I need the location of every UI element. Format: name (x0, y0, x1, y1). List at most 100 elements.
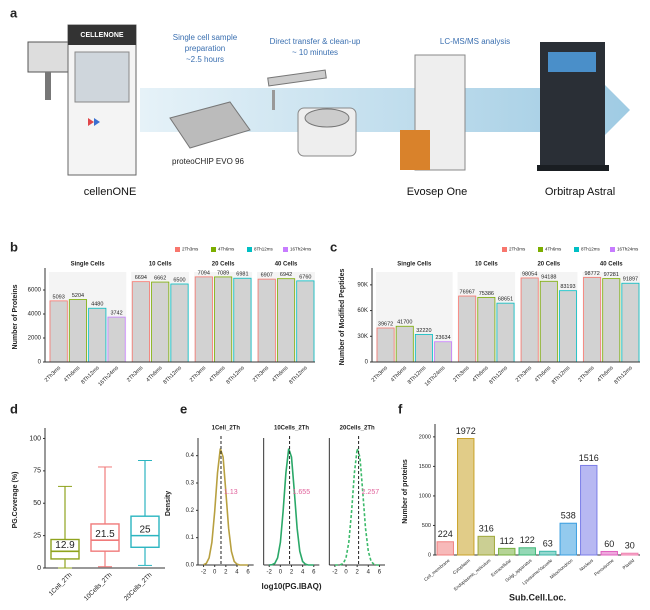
value-label: 5204 (72, 293, 84, 299)
value-label: 32220 (416, 328, 431, 334)
facet-title: 10 Cells (475, 262, 498, 268)
facet-title: Single Cells (397, 262, 432, 268)
x-tick-label: 2 (224, 570, 228, 576)
panel-title: 10Cells_2Th (274, 426, 309, 432)
panel-title: 1Cell_2Th (212, 426, 241, 432)
legend-label: 2Th3ms (182, 247, 199, 252)
x-tick-label: 1Cell_2Th (48, 571, 74, 597)
x-tick-label: 0 (279, 570, 283, 576)
x-tick-label: Cytoplasm (452, 558, 472, 576)
step-text: Single cell sample (173, 33, 238, 42)
value-label: 6907 (261, 273, 273, 279)
centrifuge-lid (304, 108, 350, 128)
x-tick-label: 2Th3ms (452, 365, 470, 383)
device-window (74, 51, 130, 103)
x-tick-label: 8Th12ms (288, 365, 309, 386)
x-tick-label: 8Th12ms (225, 365, 246, 386)
bar (131, 281, 150, 363)
bar (395, 325, 414, 363)
y-tick-label: 100 (29, 435, 41, 442)
x-tick-label: 2Th3ms (189, 365, 207, 383)
value-label: 6981 (236, 272, 248, 278)
median-label: 12.9 (55, 540, 75, 551)
value-label: 6760 (299, 274, 311, 280)
bar (194, 276, 213, 363)
x-tick-label: Endoplasmic_reticulum (453, 558, 492, 592)
y-tick-label: 2000 (28, 336, 42, 342)
legend-label: 4Th6ms (545, 247, 562, 252)
bar (151, 281, 170, 363)
logo-icon (88, 118, 94, 126)
x-tick-label: 4Th6ms (390, 365, 408, 383)
value-label: 94188 (541, 275, 556, 281)
bar (477, 535, 495, 556)
bar (436, 541, 454, 556)
median-label: 2.257 (362, 489, 380, 496)
x-tick-label: 4Th6ms (63, 365, 81, 383)
workflow-arrow (140, 70, 630, 150)
y-tick-label: 60K (357, 308, 368, 314)
step-text: Direct transfer & clean-up (270, 37, 361, 46)
panel-label: a (10, 5, 18, 20)
legend-label: 4Th6ms (218, 247, 235, 252)
x-tick-label: -2 (332, 570, 338, 576)
x-tick-label: 8Th12ms (613, 365, 634, 386)
density-curve (269, 448, 314, 566)
monitor-stand (45, 72, 51, 100)
y-tick-label: 75 (33, 468, 41, 475)
x-tick-label: 0 (213, 570, 217, 576)
panel-label: f (398, 401, 403, 416)
legend-swatch (538, 247, 543, 252)
x-tick-label: 4Th6ms (271, 365, 289, 383)
bar (276, 278, 296, 363)
bar (539, 550, 557, 556)
step-text: ~2.5 hours (186, 55, 224, 64)
panel-label: e (180, 401, 187, 416)
value-label: 97281 (604, 272, 619, 278)
value-label: 4480 (91, 302, 103, 308)
bar (257, 278, 276, 363)
x-tick-label: 2 (290, 570, 294, 576)
y-tick-label: 50 (33, 500, 41, 507)
step-text: LC-MS/MS analysis (440, 37, 510, 46)
x-tick-label: -2 (267, 570, 273, 576)
y-tick-label: 25 (33, 532, 41, 539)
value-label: 76967 (460, 289, 475, 295)
facet-title: 20 Cells (212, 262, 235, 268)
step-text: preparation (185, 44, 225, 53)
x-tick-label: 0 (344, 570, 348, 576)
value-label: 7094 (198, 270, 210, 276)
facet-title: 40 Cells (275, 262, 298, 268)
bar (376, 327, 395, 363)
legend-label: 8Th12ms (254, 247, 274, 252)
legend-swatch (175, 247, 180, 252)
value-label: 98772 (584, 271, 599, 277)
y-tick-label: 30K (357, 334, 368, 340)
legend-swatch (502, 247, 507, 252)
y-tick-label: 1000 (419, 493, 431, 499)
bar (233, 277, 252, 363)
x-tick-label: 2Th3ms (577, 365, 595, 383)
value-label: 83193 (560, 284, 575, 290)
y-tick-label: 0.0 (186, 563, 195, 569)
x-tick-label: 4 (235, 570, 239, 576)
median-label: 1.655 (293, 489, 311, 496)
bar (68, 299, 88, 363)
value-label: 538 (561, 511, 576, 521)
bar (539, 280, 558, 363)
box (90, 523, 120, 552)
bar (498, 547, 516, 556)
x-tick-label: 6 (378, 570, 382, 576)
x-tick-label: 16Th24ms (97, 365, 120, 388)
legend-label: 16Th24ms (290, 247, 312, 252)
panel-label: d (10, 401, 18, 416)
value-label: 316 (479, 524, 494, 534)
value-label: 1972 (456, 426, 476, 436)
legend-swatch (610, 247, 615, 252)
evosep-front (400, 130, 430, 170)
value-label: 39672 (378, 321, 393, 327)
bar (496, 302, 515, 363)
y-axis-label: Number of Proteins (12, 284, 19, 349)
bar (88, 307, 107, 363)
